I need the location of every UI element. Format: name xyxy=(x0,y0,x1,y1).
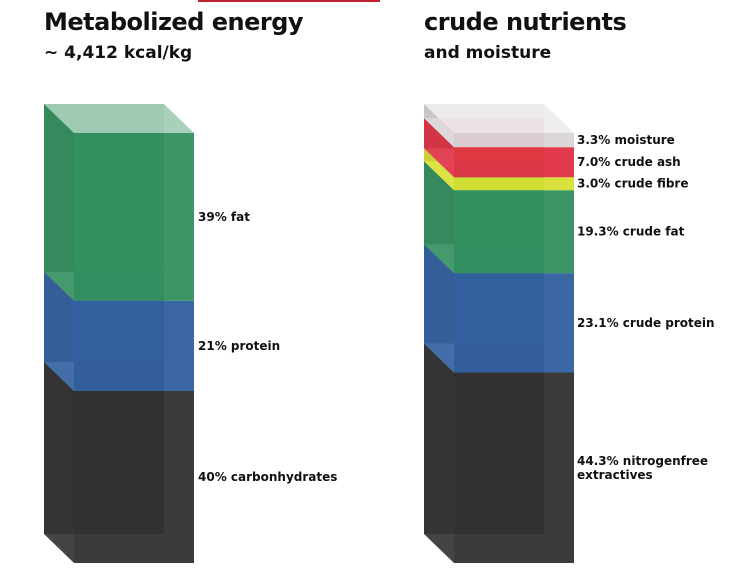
stack-segment xyxy=(44,104,194,301)
segment-label: 3.0% crude fibre xyxy=(577,177,688,191)
left-chart-subtitle: ~ 4,412 kcal/kg xyxy=(44,43,193,63)
left-chart-title: Metabolized energy xyxy=(44,8,304,36)
segment-label: 19.3% crude fat xyxy=(577,225,685,239)
right-chart-subtitle: and moisture xyxy=(424,43,552,63)
stack-chart-2: 44.3% nitrogenfree extractives 23.1% crude… xyxy=(424,104,715,563)
stack-segment xyxy=(44,362,194,563)
segment-front-face xyxy=(74,300,194,391)
segment-front-face xyxy=(454,190,574,274)
segment-front-face xyxy=(454,133,574,148)
segment-label-line: 44.3% nitrogenfree xyxy=(577,454,708,468)
right-chart-title: crude nutrients xyxy=(424,8,627,36)
segment-label: 3.3% moisture xyxy=(577,133,675,147)
segment-front-face xyxy=(454,147,574,178)
segment-front-face xyxy=(454,177,574,191)
stack-chart-1: 40% carbonhydrates 21% protein 39% fat xyxy=(44,104,337,563)
segment-front-face xyxy=(454,273,574,373)
segment-label: 21% protein xyxy=(198,339,280,353)
segment-label-line: extractives xyxy=(577,468,653,482)
segment-label: 44.3% nitrogenfree extractives xyxy=(577,454,708,482)
segment-front-face xyxy=(74,133,194,301)
stack-top-cap xyxy=(44,104,194,133)
top-accent-bar xyxy=(198,0,380,2)
segment-front-face xyxy=(74,391,194,563)
segment-label: 7.0% crude ash xyxy=(577,155,681,169)
stack-segment xyxy=(424,343,574,563)
segment-label: 39% fat xyxy=(198,210,250,224)
stack-top-cap xyxy=(424,104,574,133)
segment-label: 23.1% crude protein xyxy=(577,316,715,330)
segment-label: 40% carbonhydrates xyxy=(198,470,337,484)
segment-front-face xyxy=(454,372,574,563)
